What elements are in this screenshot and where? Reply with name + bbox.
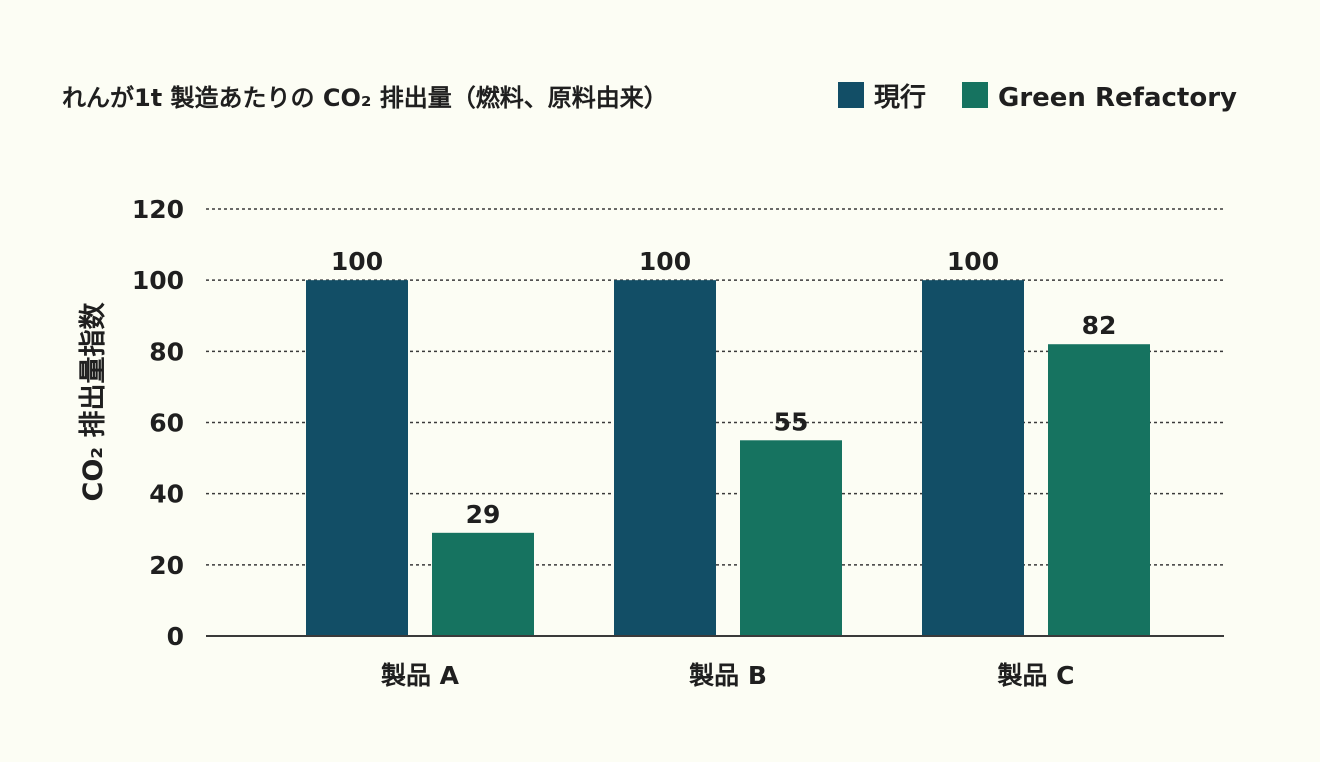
y-tick-label: 0 <box>167 622 184 651</box>
legend-swatch-green-refactory <box>962 82 988 108</box>
value-label: 100 <box>947 247 999 276</box>
bars <box>306 280 1150 636</box>
value-label: 100 <box>639 247 691 276</box>
bar-current-2 <box>614 280 716 636</box>
y-tick-label: 80 <box>149 337 184 366</box>
bar-green-refactory-2 <box>740 440 842 636</box>
x-tick-label: 製品 A <box>380 661 460 690</box>
y-tick-label: 60 <box>149 409 184 438</box>
x-tick-label: 製品 B <box>688 661 767 690</box>
value-label: 82 <box>1082 311 1117 340</box>
value-label: 55 <box>774 407 809 436</box>
y-tick-label: 40 <box>149 480 184 509</box>
chart-title: れんが1t 製造あたりの CO₂ 排出量（燃料、原料由来） <box>62 84 668 112</box>
x-tick-label: 製品 C <box>996 661 1074 690</box>
legend: 現行 Green Refactory <box>838 82 1237 113</box>
value-label: 100 <box>331 247 383 276</box>
y-tick-labels: 0 20 40 60 80 100 120 <box>132 195 184 651</box>
bar-green-refactory-1 <box>432 532 534 636</box>
y-tick-label: 20 <box>149 551 184 580</box>
legend-label-green-refactory: Green Refactory <box>998 83 1237 113</box>
y-tick-label: 120 <box>132 195 184 224</box>
bar-current-1 <box>306 280 408 636</box>
bar-green-refactory-3 <box>1048 344 1150 636</box>
category-labels: 製品 A 製品 B 製品 C <box>380 661 1075 690</box>
value-label: 29 <box>466 500 501 529</box>
legend-label-current: 現行 <box>874 82 926 113</box>
y-tick-label: 100 <box>132 266 184 295</box>
value-labels: 100 29 100 55 100 82 <box>331 247 1116 529</box>
bar-current-3 <box>922 280 1024 636</box>
y-axis-label: CO₂ 排出量指数 <box>78 302 109 502</box>
legend-swatch-current <box>838 82 864 108</box>
